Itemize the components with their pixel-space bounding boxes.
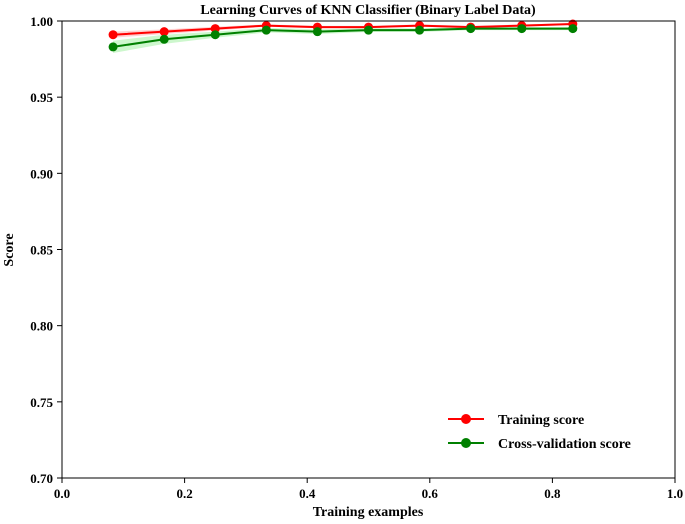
chart-title: Learning Curves of KNN Classifier (Binar… (200, 3, 536, 18)
y-tick-label: 0.95 (30, 90, 53, 105)
y-axis-label: Score (2, 233, 17, 266)
x-axis-label: Training examples (313, 505, 424, 520)
x-tick-label: 0.8 (544, 486, 561, 501)
y-tick-label: 0.80 (30, 319, 53, 334)
series-lines (112, 23, 573, 48)
legend: Training score Cross-validation score (448, 413, 631, 452)
point-series-1 (159, 34, 169, 44)
line-series-0 (113, 23, 573, 36)
y-axis-ticks: 0.70 0.75 0.80 0.85 0.90 0.95 1.00 (30, 14, 62, 486)
point-series-1 (108, 42, 118, 52)
point-series-1 (517, 24, 527, 34)
legend-marker-cv (461, 438, 471, 448)
y-tick-label: 0.85 (30, 243, 53, 258)
x-tick-label: 1.0 (667, 486, 683, 501)
x-tick-label: 0.4 (299, 486, 316, 501)
point-series-1 (312, 27, 322, 37)
legend-label-cv: Cross-validation score (498, 437, 631, 452)
plot-frame (61, 20, 676, 479)
point-series-0 (108, 30, 118, 40)
y-tick-label: 0.90 (30, 166, 53, 181)
legend-marker-training (461, 414, 471, 424)
y-tick-label: 0.75 (30, 395, 53, 410)
point-series-1 (364, 25, 373, 35)
point-series-1 (261, 25, 271, 35)
line-series-1 (112, 27, 573, 48)
x-tick-label: 0.6 (422, 486, 439, 501)
x-axis-ticks: 0.0 0.2 0.4 0.6 0.8 1.0 (54, 478, 683, 501)
point-series-0 (159, 27, 169, 37)
series-points (108, 19, 578, 52)
y-tick-label: 0.70 (30, 471, 53, 486)
y-tick-label: 1.00 (30, 14, 53, 29)
x-tick-label: 0.0 (54, 486, 70, 501)
point-series-1 (210, 30, 220, 40)
point-series-1 (568, 24, 578, 34)
x-tick-label: 0.2 (176, 486, 192, 501)
point-series-1 (466, 24, 476, 34)
legend-label-training: Training score (498, 413, 584, 428)
point-series-1 (415, 25, 425, 35)
